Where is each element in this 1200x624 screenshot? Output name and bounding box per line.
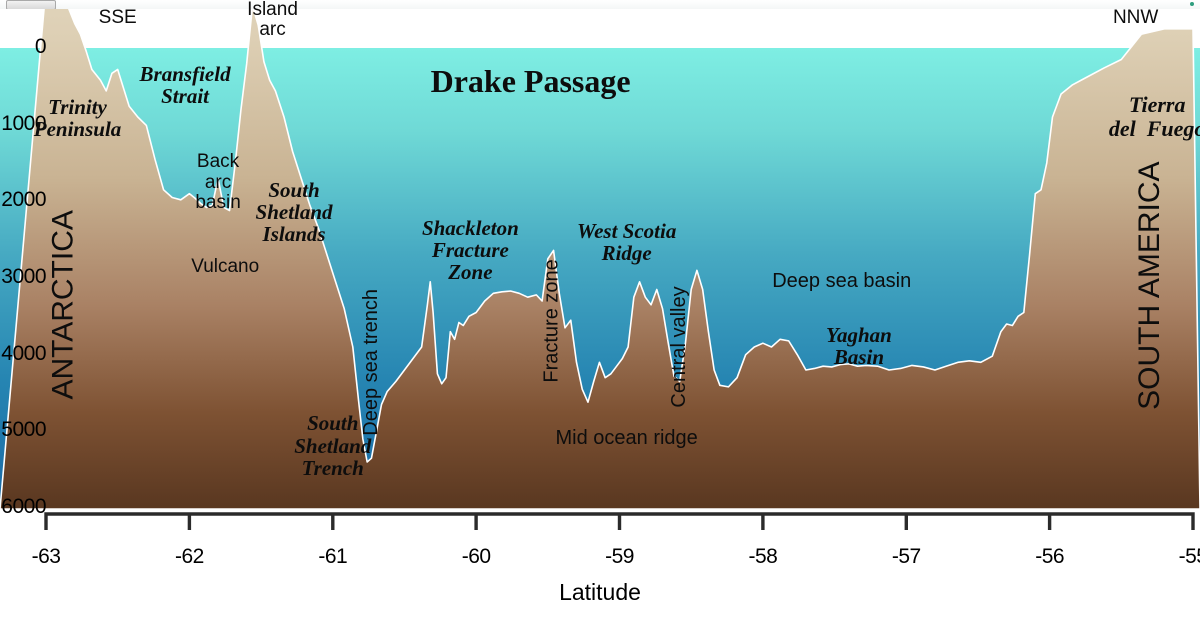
status-indicator-dot: [1190, 2, 1194, 6]
profile-svg: [0, 9, 1200, 509]
x-axis-line: [44, 512, 1195, 530]
x-tick-label-neg59: -59: [605, 545, 634, 568]
annotation-south-shetland-trench: South Shetland Trench: [294, 411, 372, 480]
x-tick-label-neg63: -63: [31, 545, 61, 568]
x-tick-label-neg58: -58: [748, 545, 778, 568]
y-tick-label-5000: 5000: [1, 418, 46, 442]
x-tick-label-neg62: -62: [174, 545, 204, 568]
y-tick-label-6000: 6000: [1, 495, 46, 518]
seafloor-profile-path: [0, 9, 1200, 509]
annotation-south-shetland-islands: South Shetland Islands: [255, 177, 333, 247]
y-tick-label-1000: 1000: [1, 111, 46, 135]
x-tick-label-neg60: -60: [461, 545, 491, 568]
annotation-deep-sea-basin: Deep sea basin: [772, 270, 912, 293]
y-tick-label-3000: 3000: [1, 265, 46, 288]
x-tick-label-neg61: -61: [318, 545, 348, 568]
y-tick-label-2000: 2000: [1, 188, 46, 212]
annotation-deep-sea-trench: Deep sea trench: [359, 288, 382, 436]
x-tick-label-neg55: -55: [1178, 545, 1200, 568]
annotation-tierra-del-fuego: Tierra del Fuego: [1108, 92, 1200, 141]
annotation-drake-passage: Drake Passage: [430, 62, 631, 99]
annotation-fracture-zone: Fracture zone: [540, 259, 563, 383]
annotation-antarctica: ANTARCTICA: [46, 210, 80, 400]
annotation-mid-ocean-ridge: Mid ocean ridge: [555, 427, 698, 450]
annotation-sse: SSE: [98, 6, 137, 28]
x-tick-label-neg57: -57: [891, 545, 921, 568]
annotation-trinity-peninsula: Trinity Peninsula: [33, 94, 122, 141]
x-axis-title: Latitude: [559, 579, 641, 605]
annotation-back-arc-basin: Back arc basin: [195, 151, 241, 213]
x-tick-label-neg56: -56: [1035, 545, 1065, 568]
x-axis: -63 -62 -61 -60 -59 -58 -57 -56 -55: [0, 509, 1200, 569]
annotation-shackleton-fracture-zone: Shackleton Fracture Zone: [421, 215, 519, 285]
annotation-nnw: NNW: [1112, 6, 1159, 28]
y-tick-label-0: 0: [34, 35, 47, 58]
annotation-bransfield-strait: Bransfield Strait: [139, 61, 231, 109]
annotation-vulcano: Vulcano: [191, 255, 260, 277]
y-tick-label-4000: 4000: [1, 341, 46, 365]
annotation-yaghan-basin: Yaghan Basin: [826, 323, 892, 370]
annotation-west-scotia-ridge: West Scotia Ridge: [576, 218, 677, 266]
annotation-central-valley: Central valley: [668, 286, 691, 408]
annotation-south-america: SOUTH AMERICA: [1133, 161, 1167, 410]
profile-plot-area: 0 1000 2000 3000 4000 5000 6000 Drake Passage T…: [0, 0, 1200, 518]
annotation-island-arc: Island arc: [247, 0, 298, 40]
